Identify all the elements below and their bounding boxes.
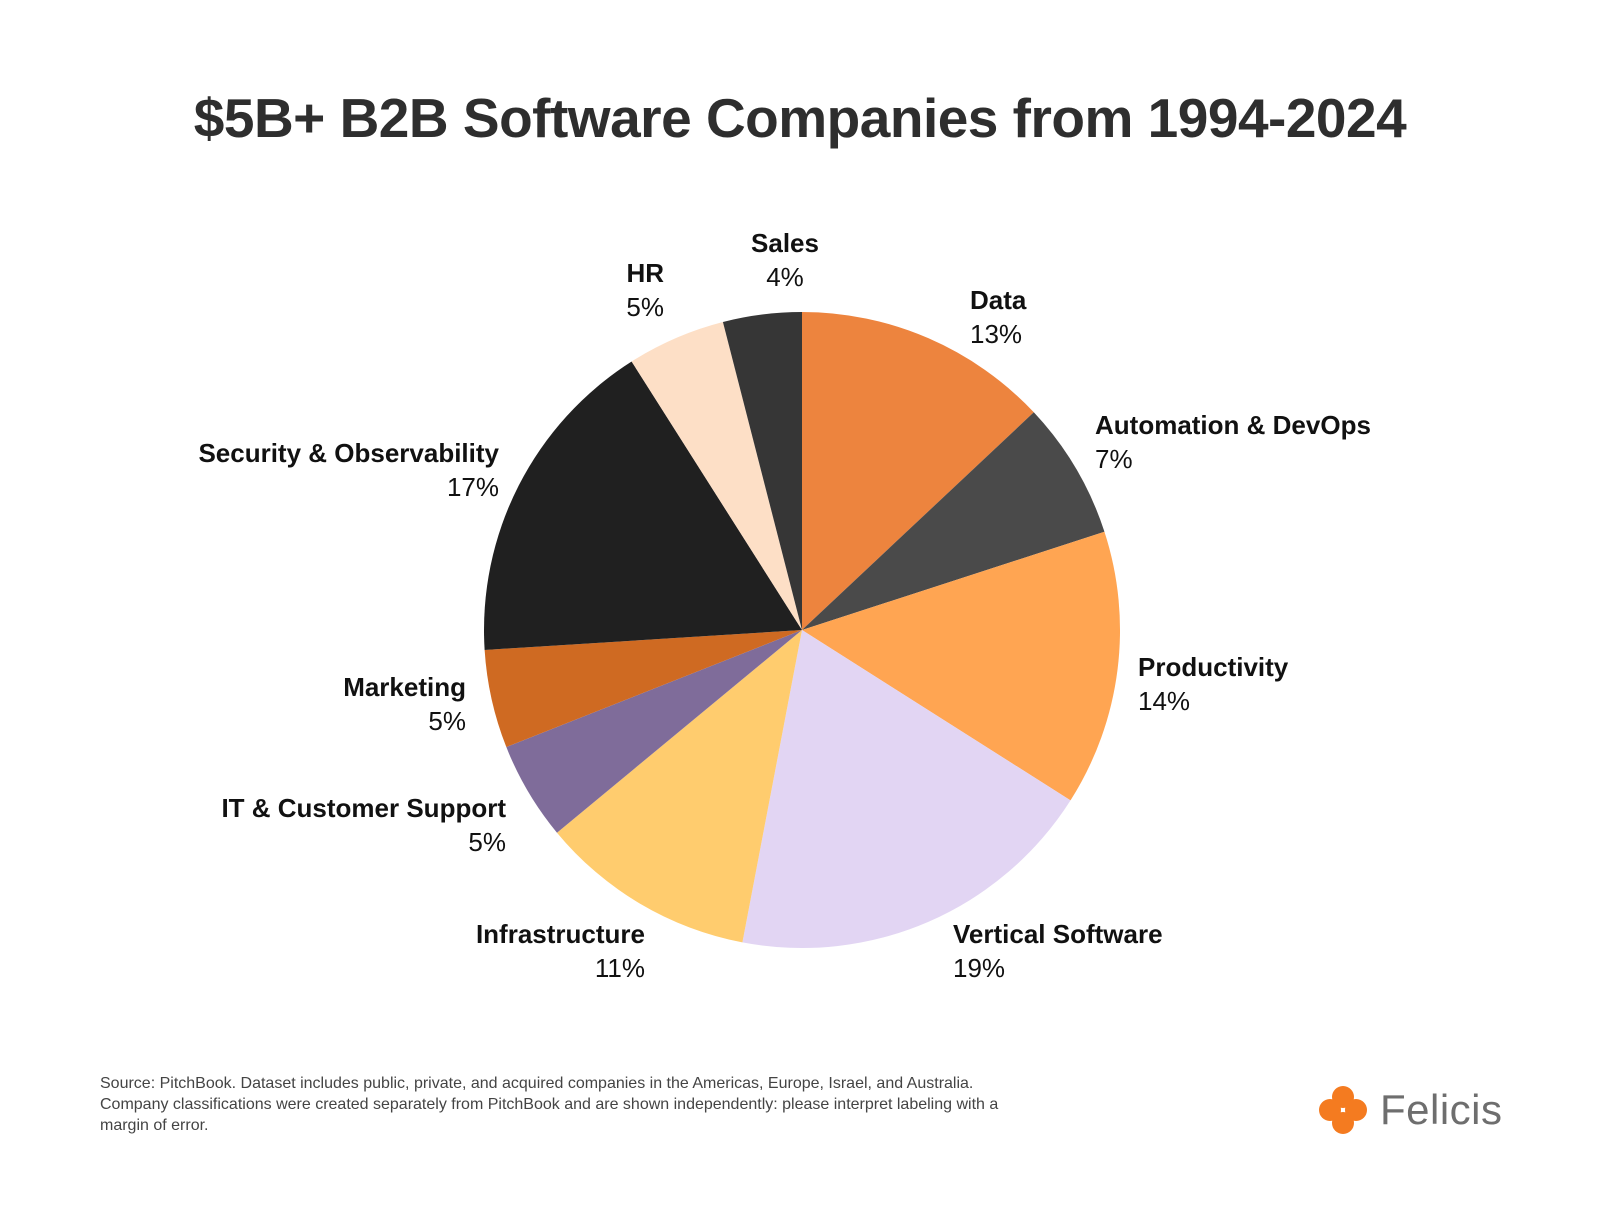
slice-label-vertical-software: Vertical Software: [953, 919, 1163, 949]
pie-labels: Data 13% Automation & DevOps 7% Productivity…: [198, 228, 1370, 983]
pie-slice-data: [802, 312, 1034, 630]
chart-title: $5B+ B2B Software Companies from 1994-20…: [193, 87, 1407, 149]
pie-slice-sales: [722, 312, 802, 630]
slice-label-data: Data: [970, 285, 1027, 315]
pie-slice-marketing: [484, 630, 802, 748]
pie-slice-hr: [631, 321, 802, 630]
slice-label-sales: Sales: [751, 228, 819, 258]
slice-value-automation-devops: 7%: [1095, 444, 1133, 474]
slice-value-security-observability: 17%: [447, 472, 499, 502]
brand-logo: Felicis: [1318, 1082, 1503, 1138]
slice-value-it-customer-support: 5%: [468, 827, 506, 857]
source-note: Source: PitchBook. Dataset includes publ…: [100, 1075, 999, 1134]
slice-label-infrastructure: Infrastructure: [476, 919, 645, 949]
slice-label-security-observability: Security & Observability: [198, 438, 499, 468]
slice-value-vertical-software: 19%: [953, 953, 1005, 983]
pie-slices: [484, 312, 1121, 949]
slice-label-productivity: Productivity: [1138, 652, 1289, 682]
slice-value-marketing: 5%: [428, 706, 466, 736]
slice-label-hr: HR: [626, 258, 664, 288]
pie-slice-vertical-software: [742, 630, 1071, 949]
slice-value-hr: 5%: [626, 292, 664, 322]
slice-label-automation-devops: Automation & DevOps: [1095, 410, 1371, 440]
slice-value-infrastructure: 11%: [595, 953, 645, 983]
pie-slice-security-observability: [484, 361, 802, 650]
pie-slice-it-customer-support: [506, 630, 802, 833]
slice-value-data: 13%: [970, 319, 1022, 349]
pie-slice-infrastructure: [556, 630, 802, 943]
slice-label-marketing: Marketing: [343, 672, 466, 702]
clover-icon: [1319, 1086, 1367, 1134]
slice-label-it-customer-support: IT & Customer Support: [221, 793, 506, 823]
slice-value-sales: 4%: [766, 262, 804, 292]
slice-value-productivity: 14%: [1138, 686, 1190, 716]
brand-name: Felicis: [1380, 1086, 1503, 1133]
pie-slice-productivity: [802, 531, 1121, 801]
pie-slice-automation-devops: [802, 412, 1105, 630]
